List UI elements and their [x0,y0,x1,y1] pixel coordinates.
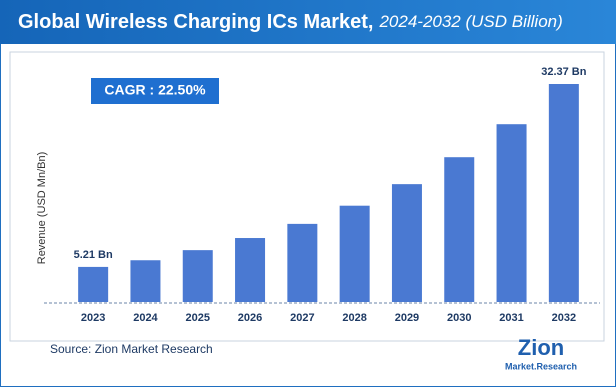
x-tick-label: 2030 [447,312,471,324]
x-tick-label: 2023 [81,312,105,324]
value-label: 5.21 Bn [74,249,113,261]
y-axis-label: Revenue (USD Mn/Bn) [36,152,48,265]
header-bar [0,0,616,44]
value-label: 32.37 Bn [541,66,587,78]
cagr-label: CAGR : 22.50% [104,82,206,98]
bar [391,184,422,302]
title-sub: 2024-2032 (USD Billion) [378,12,562,31]
bar [235,238,266,302]
bar [78,266,109,302]
bar [444,157,475,302]
source: Source: Zion Market Research [50,342,213,356]
x-tick-label: 2029 [395,312,419,324]
x-tick-label: 2027 [290,312,314,324]
bar [130,260,161,302]
bar [287,223,318,302]
cagr-box [91,78,219,104]
bar [548,84,579,302]
bar [339,205,370,302]
x-tick-label: 2031 [499,312,523,324]
bar [496,124,527,302]
bar [182,250,213,302]
x-tick-label: 2024 [133,312,158,324]
x-tick-label: 2025 [186,312,210,324]
logo-name: Zion [518,335,564,360]
x-tick-label: 2032 [552,312,576,324]
logo-tagline: Market.Research [505,361,577,371]
title-main: Global Wireless Charging ICs Market, [18,11,373,33]
x-tick-label: 2028 [342,312,366,324]
chart-title: Global Wireless Charging ICs Market, 2024… [18,11,563,33]
x-tick-label: 2026 [238,312,262,324]
plot-panel [9,51,605,342]
